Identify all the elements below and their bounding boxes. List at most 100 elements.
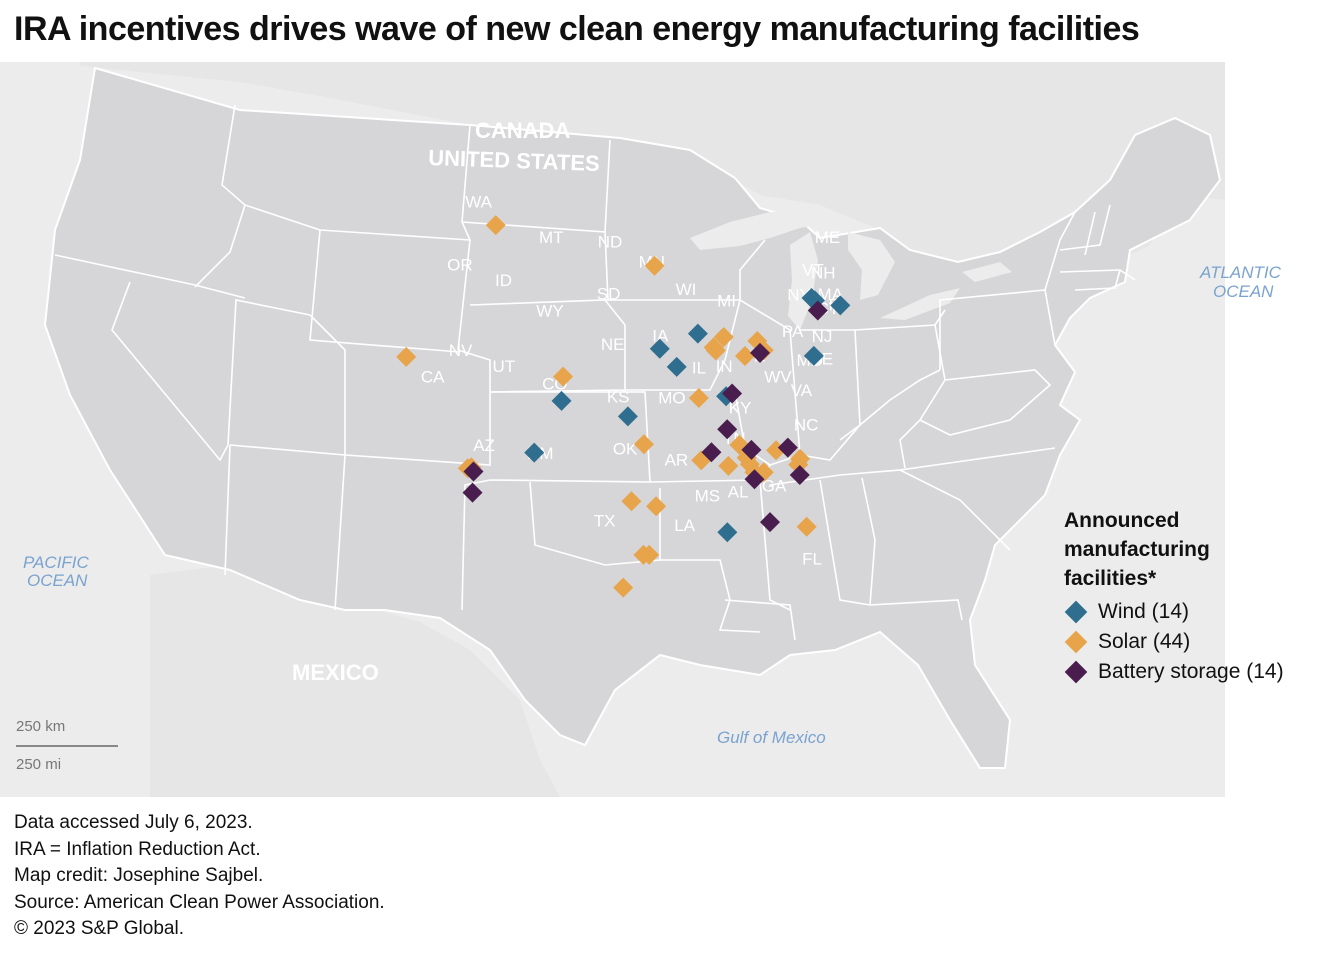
- battery-facility-marker[interactable]: [741, 439, 762, 460]
- state-label-ms: MS: [695, 486, 721, 505]
- solar-facility-marker[interactable]: [553, 366, 574, 387]
- wind-facility-marker[interactable]: [687, 323, 708, 344]
- mexico-landmass: [150, 565, 560, 797]
- state-label-or: OR: [447, 256, 473, 275]
- state-label-la: LA: [674, 516, 695, 535]
- scale-km-label: 250 km: [16, 718, 65, 735]
- battery-facility-marker[interactable]: [462, 482, 483, 503]
- state-label-sd: SD: [597, 285, 621, 304]
- battery-marker-icon: [1064, 660, 1088, 683]
- state-label-pa: PA: [782, 322, 804, 341]
- legend-label-battery: Battery storage (14): [1098, 659, 1284, 683]
- state-label-ne: NE: [601, 335, 625, 354]
- battery-facility-marker[interactable]: [722, 383, 743, 404]
- wind-facility-marker[interactable]: [649, 338, 670, 359]
- state-label-ga: GA: [762, 476, 787, 495]
- battery-facility-marker[interactable]: [750, 342, 771, 363]
- state-label-mo: MO: [658, 389, 685, 408]
- state-label-nd: ND: [598, 233, 623, 252]
- wind-facility-marker[interactable]: [617, 406, 638, 427]
- solar-marker-icon: [1064, 630, 1088, 653]
- battery-facility-marker[interactable]: [701, 442, 722, 463]
- solar-facility-marker[interactable]: [718, 455, 739, 476]
- note-source: Source: American Clean Power Association…: [14, 891, 385, 913]
- state-label-vt: VT: [802, 260, 824, 279]
- state-label-ut: UT: [492, 357, 515, 376]
- canada-landmass: [80, 62, 1225, 280]
- battery-facility-marker[interactable]: [463, 461, 484, 482]
- mexico-label: MEXICO: [292, 660, 379, 685]
- state-label-id: ID: [495, 271, 512, 290]
- state-label-nv: NV: [449, 341, 473, 360]
- battery-facility-marker[interactable]: [744, 469, 765, 490]
- note-copyright: © 2023 S&P Global.: [14, 918, 184, 939]
- note-map-credit: Map credit: Josephine Sajbel.: [14, 865, 264, 886]
- state-label-il: IL: [692, 359, 706, 378]
- solar-facility-marker[interactable]: [734, 346, 755, 367]
- lake-ontario: [962, 262, 1012, 282]
- state-label-wi: WI: [676, 280, 697, 299]
- state-label-tx: TX: [594, 511, 616, 530]
- lake-superior: [690, 210, 835, 250]
- solar-facility-marker[interactable]: [646, 496, 667, 517]
- state-borders: [54, 104, 1136, 641]
- scale-mi-label: 250 mi: [16, 756, 61, 773]
- solar-facility-marker[interactable]: [621, 491, 642, 512]
- solar-facility-marker[interactable]: [639, 544, 660, 565]
- solar-facility-marker[interactable]: [485, 215, 506, 236]
- pacific-ocean-label-2: OCEAN: [27, 571, 88, 590]
- wind-marker-icon: [1064, 600, 1088, 623]
- battery-facility-marker[interactable]: [759, 512, 780, 533]
- wind-facility-marker[interactable]: [551, 390, 572, 411]
- gulf-of-mexico-label: Gulf of Mexico: [717, 728, 826, 747]
- state-label-wv: WV: [764, 367, 792, 386]
- solar-facility-marker[interactable]: [613, 577, 634, 598]
- note-ira: IRA = Inflation Reduction Act.: [14, 838, 261, 860]
- legend-label-wind: Wind (14): [1098, 599, 1190, 623]
- state-label-ok: OK: [613, 439, 638, 458]
- lake-huron: [848, 232, 895, 300]
- wind-facility-marker[interactable]: [666, 356, 687, 377]
- battery-facility-marker[interactable]: [789, 464, 810, 485]
- solar-facility-marker[interactable]: [796, 516, 817, 537]
- solar-facility-marker[interactable]: [688, 387, 709, 408]
- wind-facility-marker[interactable]: [524, 442, 545, 463]
- state-label-wy: WY: [536, 302, 563, 321]
- solar-facility-marker[interactable]: [644, 255, 665, 276]
- state-label-me: ME: [815, 228, 841, 247]
- legend: Announced manufacturing facilities* Wind…: [1064, 506, 1284, 683]
- wind-facility-marker[interactable]: [717, 522, 738, 543]
- legend-title: Announced manufacturing facilities*: [1064, 509, 1210, 590]
- note-data-accessed: Data accessed July 6, 2023.: [14, 812, 253, 833]
- footnotes: Data accessed July 6, 2023. IRA = Inflat…: [14, 810, 385, 943]
- solar-facility-marker[interactable]: [633, 434, 654, 455]
- legend-item-battery: Battery storage (14): [1064, 660, 1284, 683]
- state-label-nj: NJ: [812, 327, 833, 346]
- lake-erie: [880, 288, 960, 320]
- battery-facility-marker[interactable]: [807, 300, 828, 321]
- state-label-mi: MI: [717, 292, 736, 311]
- state-label-al: AL: [728, 483, 749, 502]
- atlantic-ocean-label-1: ATLANTIC: [1199, 263, 1282, 282]
- solar-facility-marker[interactable]: [713, 327, 734, 348]
- state-label-va: VA: [791, 381, 813, 400]
- legend-label-solar: Solar (44): [1098, 629, 1191, 653]
- state-label-in: IN: [716, 357, 733, 376]
- state-label-ar: AR: [665, 451, 689, 470]
- wind-facility-marker[interactable]: [830, 295, 851, 316]
- atlantic-ocean-label-2: OCEAN: [1213, 282, 1274, 301]
- state-label-nc: NC: [794, 415, 819, 434]
- state-label-ky: KY: [729, 398, 752, 417]
- solar-facility-marker[interactable]: [396, 346, 417, 367]
- wind-facility-marker[interactable]: [803, 345, 824, 366]
- state-label-ca: CA: [421, 368, 445, 387]
- chart-title: IRA incentives drives wave of new clean …: [14, 10, 1140, 48]
- lake-michigan: [788, 232, 818, 330]
- state-label-mt: MT: [539, 228, 564, 247]
- state-label-fl: FL: [802, 550, 822, 569]
- battery-facility-marker[interactable]: [717, 419, 738, 440]
- solar-facility-marker[interactable]: [705, 340, 726, 361]
- us-label: UNITED STATES: [428, 145, 600, 176]
- battery-facility-marker[interactable]: [777, 437, 798, 458]
- pacific-ocean-label-1: PACIFIC: [23, 553, 90, 572]
